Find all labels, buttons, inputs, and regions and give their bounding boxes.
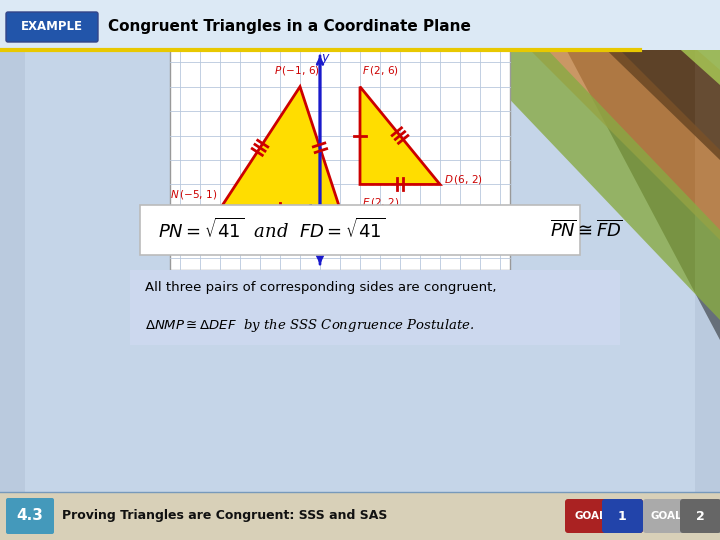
Text: Proving Triangles are Congruent: SSS and SAS: Proving Triangles are Congruent: SSS and… [62, 510, 387, 523]
Text: GOAL: GOAL [650, 511, 682, 521]
Bar [0, 0, 25, 492]
Text: 1: 1 [618, 510, 626, 523]
Text: $\Delta NMP \cong \Delta DEF$  by the SSS Congruence Postulate.: $\Delta NMP \cong \Delta DEF$ by the SSS… [145, 316, 474, 334]
Text: x: x [496, 238, 504, 251]
Bar [170, 50, 510, 270]
Polygon shape [480, 0, 720, 240]
Text: All three pairs of corresponding sides are congruent,: All three pairs of corresponding sides a… [145, 281, 497, 294]
Text: Congruent Triangles in a Coordinate Plane: Congruent Triangles in a Coordinate Plan… [108, 19, 471, 35]
Text: 1: 1 [338, 238, 346, 248]
Text: EXAMPLE: EXAMPLE [21, 21, 83, 33]
Polygon shape [415, 0, 720, 320]
Bar [695, 0, 720, 492]
Text: $\overline{PN} \cong \overline{FD}$: $\overline{PN} \cong \overline{FD}$ [550, 220, 623, 240]
Bar [0, 492, 720, 540]
Text: 4.3: 4.3 [17, 509, 43, 523]
Polygon shape [555, 0, 720, 160]
FancyBboxPatch shape [6, 498, 54, 534]
FancyBboxPatch shape [680, 499, 720, 533]
Text: y: y [321, 51, 329, 64]
Text: $PN = \sqrt{41}$  and  $FD = \sqrt{41}$: $PN = \sqrt{41}$ and $FD = \sqrt{41}$ [158, 218, 385, 242]
FancyBboxPatch shape [602, 499, 643, 533]
Bar [140, 205, 580, 255]
Text: $F\,(2,\,6)$: $F\,(2,\,6)$ [362, 64, 399, 77]
Text: 1: 1 [307, 204, 315, 214]
Polygon shape [390, 0, 720, 340]
Polygon shape [360, 86, 440, 185]
FancyBboxPatch shape [565, 499, 643, 533]
Text: $N\,(-5,\,1)$: $N\,(-5,\,1)$ [171, 188, 218, 201]
Text: 2: 2 [696, 510, 704, 523]
FancyBboxPatch shape [6, 12, 98, 42]
Bar [0, 0, 720, 50]
Text: $M\,(\;1,\,1)$: $M\,(\;1,\,1)$ [342, 221, 384, 234]
Text: $E\,(2,\,2)$: $E\,(2,\,2)$ [362, 197, 400, 210]
Text: $P\,(-1,\,6)$: $P\,(-1,\,6)$ [274, 64, 320, 77]
Text: $D\,(6,\,2)$: $D\,(6,\,2)$ [444, 173, 483, 186]
Polygon shape [220, 86, 340, 209]
Text: GOAL: GOAL [574, 511, 606, 521]
Bar [130, 270, 620, 345]
Polygon shape [625, 0, 720, 85]
FancyBboxPatch shape [643, 499, 720, 533]
